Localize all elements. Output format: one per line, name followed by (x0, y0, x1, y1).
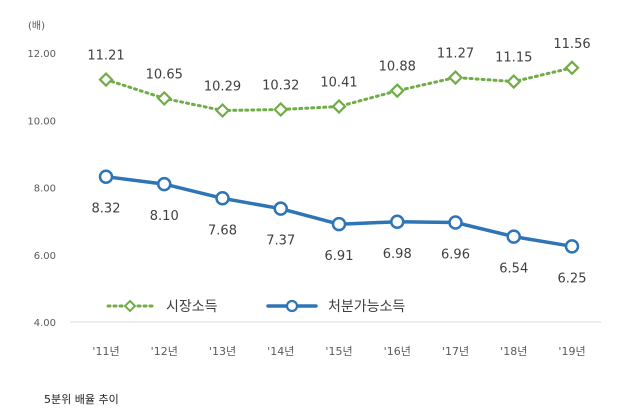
y-axis: 4.00 6.00 8.00 10.00 12.00 (27, 49, 56, 329)
data-label: 7.68 (208, 223, 237, 238)
data-point-diamond (214, 102, 231, 119)
x-tick-label: '19년 (558, 345, 585, 358)
y-tick-label: 4.00 (34, 318, 56, 329)
data-point-diamond (506, 74, 522, 90)
legend-label: 시장소득 (166, 299, 218, 315)
data-point-circle (98, 169, 114, 184)
data-label: 6.98 (383, 247, 412, 262)
plot-area: 11.21 10.65 10.29 10.32 10.41 10.88 11.27 11.15… (87, 37, 590, 287)
data-point-circle (390, 214, 405, 230)
data-label: 10.29 (204, 79, 241, 94)
y-unit-label: (배) (28, 20, 45, 32)
data-point-circle (564, 239, 580, 254)
data-label: 6.91 (325, 249, 354, 264)
x-tick-label: '12년 (151, 345, 178, 358)
y-tick-label: 6.00 (34, 251, 56, 262)
x-tick-label: '18년 (500, 345, 527, 358)
data-point-diamond (564, 60, 580, 76)
x-tick-label: '15년 (325, 345, 352, 358)
x-axis: '11년 '12년 '13년 '14년 '15년 '16년 '17년 '18년 '19년 (92, 345, 585, 358)
data-label: 6.25 (558, 271, 587, 286)
legend-marker-circle (285, 299, 299, 313)
data-point-circle (157, 176, 172, 192)
figure-caption: 5분위 배율 추이 (44, 393, 119, 406)
data-label: 11.15 (495, 51, 532, 66)
data-point-diamond (98, 72, 114, 88)
legend-marker-diamond (123, 299, 137, 313)
data-point-diamond (389, 83, 405, 99)
data-label: 10.65 (146, 67, 183, 82)
data-label: 11.56 (553, 37, 590, 52)
data-label: 7.37 (266, 234, 295, 249)
data-point-diamond (447, 69, 464, 86)
data-label: 10.32 (262, 78, 299, 93)
data-label: 6.54 (499, 262, 528, 277)
data-point-circle (448, 215, 463, 230)
x-tick-label: '13년 (209, 345, 236, 358)
legend-label: 처분가능소득 (328, 299, 405, 315)
data-point-circle (273, 201, 288, 216)
y-tick-label: 12.00 (27, 49, 56, 60)
data-point-circle (215, 191, 230, 206)
y-tick-label: 8.00 (34, 184, 56, 195)
data-label: 11.21 (87, 49, 124, 64)
data-point-circle (506, 229, 521, 244)
x-tick-label: '11년 (92, 345, 119, 358)
data-point-diamond (156, 90, 172, 106)
data-point-diamond (331, 98, 347, 115)
data-label: 10.88 (379, 60, 416, 75)
y-tick-label: 10.00 (27, 116, 56, 127)
data-label: 11.27 (437, 47, 474, 62)
data-label: 8.10 (150, 209, 179, 224)
data-point-circle (331, 216, 347, 232)
data-label: 6.96 (441, 247, 470, 262)
x-tick-label: '17년 (442, 345, 469, 358)
data-label: 8.32 (92, 202, 121, 217)
data-label: 10.41 (320, 75, 357, 90)
x-tick-label: '16년 (384, 345, 411, 358)
x-tick-label: '14년 (267, 345, 294, 358)
legend: 시장소득 처분가능소득 (106, 299, 405, 315)
data-point-diamond (273, 101, 289, 118)
